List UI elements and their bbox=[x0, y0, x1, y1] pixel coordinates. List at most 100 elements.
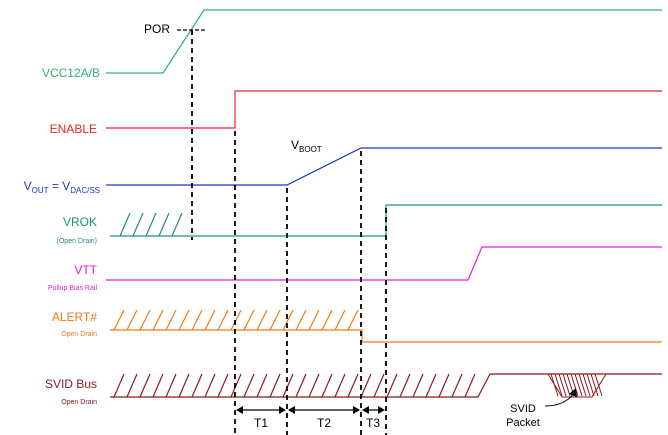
alert-signal: ALERT# Open Drain bbox=[52, 309, 662, 343]
alert-hatch-mark bbox=[295, 309, 307, 331]
svid-hatch-mark bbox=[295, 373, 307, 398]
svid-packet-hatch-mark bbox=[550, 373, 559, 397]
svid-packet-arrowhead bbox=[569, 388, 577, 397]
alert-hatch-mark bbox=[139, 309, 151, 331]
svid-hatch-mark bbox=[412, 373, 424, 398]
alert-hatch-mark bbox=[269, 309, 281, 331]
enable-signal: ENABLE bbox=[50, 90, 662, 136]
svid-hatch-mark bbox=[269, 373, 281, 398]
svid-hatch-mark bbox=[178, 373, 190, 398]
t3-arrowhead-right bbox=[378, 406, 385, 414]
vtt-waveform bbox=[106, 246, 662, 281]
svid-packet-hatch-mark bbox=[582, 373, 591, 397]
alert-hatch-mark bbox=[282, 309, 294, 331]
vout-signal: VOUT = VDAC/SS VBOOT bbox=[24, 138, 662, 195]
svid-undefined-hatch bbox=[113, 373, 476, 398]
por-marker: POR bbox=[144, 22, 206, 240]
alert-hatch-mark bbox=[321, 309, 333, 331]
por-label: POR bbox=[144, 22, 170, 36]
svid-hatch-mark bbox=[256, 373, 268, 398]
svid-hatch-mark bbox=[204, 373, 216, 398]
alert-waveform bbox=[110, 329, 662, 343]
alert-hatch-mark bbox=[191, 309, 203, 331]
svid-waveform bbox=[110, 373, 662, 398]
alert-sublabel: Open Drain bbox=[61, 331, 97, 338]
t2-arrowhead-right bbox=[353, 406, 360, 414]
vtt-signal: VTT Pullup Bias Rail bbox=[48, 246, 662, 292]
svid-packet-hatch-mark bbox=[578, 373, 587, 397]
svid-packet-hatch-mark bbox=[574, 373, 583, 397]
svid-hatch-mark bbox=[360, 373, 372, 398]
alert-label: ALERT# bbox=[52, 310, 97, 324]
vrok-signal: VROK (Open Drain) bbox=[57, 204, 662, 245]
vout-waveform bbox=[106, 147, 662, 186]
svid-packet-hatch-mark bbox=[570, 373, 579, 397]
svid-packet-label-line2: Packet bbox=[506, 417, 540, 429]
timing-markers bbox=[234, 131, 387, 435]
vrok-label: VROK bbox=[63, 215, 97, 229]
vrok-hatch-mark bbox=[132, 212, 144, 237]
svid-hatch-mark bbox=[165, 373, 177, 398]
alert-hatch-mark bbox=[347, 309, 359, 331]
svid-hatch-mark bbox=[334, 373, 346, 398]
alert-hatch-mark bbox=[178, 309, 190, 331]
vcc-signal: VCC12A/B bbox=[42, 9, 662, 80]
svid-signal: SVID Bus Open Drain SVID Packet bbox=[45, 373, 662, 429]
t1-arrowhead-right bbox=[279, 406, 286, 414]
vout-label: VOUT = VDAC/SS bbox=[24, 179, 100, 195]
svid-hatch-mark bbox=[347, 373, 359, 398]
alert-hatch-mark bbox=[256, 309, 268, 331]
enable-label: ENABLE bbox=[50, 122, 97, 136]
alert-hatch-mark bbox=[308, 309, 320, 331]
alert-hatch-mark bbox=[217, 309, 229, 331]
svid-hatch-mark bbox=[464, 373, 476, 398]
alert-hatch-mark bbox=[113, 309, 125, 331]
vrok-hatch-mark bbox=[171, 212, 183, 237]
svid-hatch-mark bbox=[386, 373, 398, 398]
t3-arrowhead-left bbox=[362, 406, 369, 414]
alert-hatch-mark bbox=[204, 309, 216, 331]
svid-packet-hatch-mark bbox=[586, 373, 595, 397]
svid-packet-label-line1: SVID bbox=[510, 403, 536, 415]
enable-waveform bbox=[106, 90, 662, 129]
vcc-waveform bbox=[106, 9, 662, 74]
alert-hatch-mark bbox=[126, 309, 138, 331]
svid-hatch-mark bbox=[321, 373, 333, 398]
svid-hatch-mark bbox=[113, 373, 125, 398]
svid-packet-hatch-mark bbox=[590, 373, 599, 397]
alert-hatch-mark bbox=[230, 309, 242, 331]
vrok-hatch-mark bbox=[145, 212, 157, 237]
alert-hatch-mark bbox=[243, 309, 255, 331]
svid-sublabel: Open Drain bbox=[61, 399, 97, 406]
t3-label: T3 bbox=[366, 416, 380, 430]
svid-hatch-mark bbox=[438, 373, 450, 398]
t1-label: T1 bbox=[254, 416, 268, 430]
alert-hatch-mark bbox=[334, 309, 346, 331]
t2-arrowhead-left bbox=[288, 406, 295, 414]
svid-hatch-mark bbox=[230, 373, 242, 398]
svid-hatch-mark bbox=[152, 373, 164, 398]
svid-packet-hatch-mark bbox=[562, 373, 571, 397]
timing-intervals bbox=[236, 406, 385, 414]
svid-hatch-mark bbox=[126, 373, 138, 398]
vrok-sublabel: (Open Drain) bbox=[57, 238, 97, 245]
svid-hatch-mark bbox=[282, 373, 294, 398]
svid-hatch-mark bbox=[373, 373, 385, 398]
vrok-hatch-mark bbox=[119, 212, 131, 237]
vcc-label: VCC12A/B bbox=[42, 66, 100, 80]
vboot-label: VBOOT bbox=[291, 138, 322, 154]
svid-hatch-mark bbox=[399, 373, 411, 398]
svid-packet-hatch-mark bbox=[554, 373, 563, 397]
svid-packet-hatch-mark bbox=[594, 373, 603, 397]
svid-hatch-mark bbox=[425, 373, 437, 398]
svid-packet-hatch-mark bbox=[558, 373, 567, 397]
alert-undefined-hatch bbox=[113, 309, 359, 331]
svid-hatch-mark bbox=[308, 373, 320, 398]
alert-hatch-mark bbox=[152, 309, 164, 331]
vtt-sublabel: Pullup Bias Rail bbox=[48, 285, 97, 292]
t2-label: T2 bbox=[317, 416, 331, 430]
svid-hatch-mark bbox=[243, 373, 255, 398]
svid-hatch-mark bbox=[451, 373, 463, 398]
vrok-hatch-mark bbox=[158, 212, 170, 237]
